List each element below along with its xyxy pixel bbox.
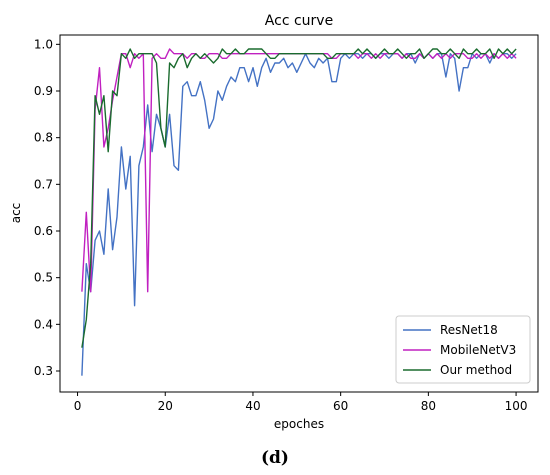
- y-tick-label-7: 1.0: [34, 37, 53, 51]
- x-tick-label-5: 100: [505, 399, 528, 413]
- y-tick-label-1: 0.4: [34, 317, 53, 331]
- y-tick-label-6: 0.9: [34, 84, 53, 98]
- series-layer: [81, 48, 517, 376]
- tick-layer: 0 20 40 60 80 100 0.3 0.4 0.5 0.6 0.7 0.8 0.9 1.0: [34, 37, 528, 413]
- series-line-mobilenetv3: [81, 48, 517, 293]
- x-tick-label-4: 80: [421, 399, 436, 413]
- legend-box: [395, 315, 531, 384]
- y-tick-label-5: 0.8: [34, 131, 53, 145]
- x-tick-label-2: 40: [245, 399, 260, 413]
- y-axis-label: acc: [9, 203, 23, 224]
- x-tick-label-0: 0: [74, 399, 82, 413]
- y-tick-label-4: 0.7: [34, 177, 53, 191]
- y-tick-label-2: 0.5: [34, 271, 53, 285]
- chart-title: Acc curve: [265, 13, 333, 29]
- plot-frame: [59, 34, 539, 393]
- x-axis-label: epoches: [274, 417, 324, 431]
- legend: ResNet18 MobileNetV3 Our method: [395, 315, 531, 384]
- legend-label-resnet18: ResNet18: [440, 323, 498, 337]
- x-tick-label-1: 20: [158, 399, 173, 413]
- x-tick-label-3: 60: [333, 399, 348, 413]
- series-line-resnet18: [81, 53, 517, 376]
- legend-label-our-method: Our method: [440, 363, 512, 377]
- panel-label: (d): [261, 448, 289, 468]
- series-line-our-method: [81, 48, 517, 348]
- y-tick-label-0: 0.3: [34, 364, 53, 378]
- legend-label-mobilenetv3: MobileNetV3: [440, 343, 516, 357]
- y-tick-label-3: 0.6: [34, 224, 53, 238]
